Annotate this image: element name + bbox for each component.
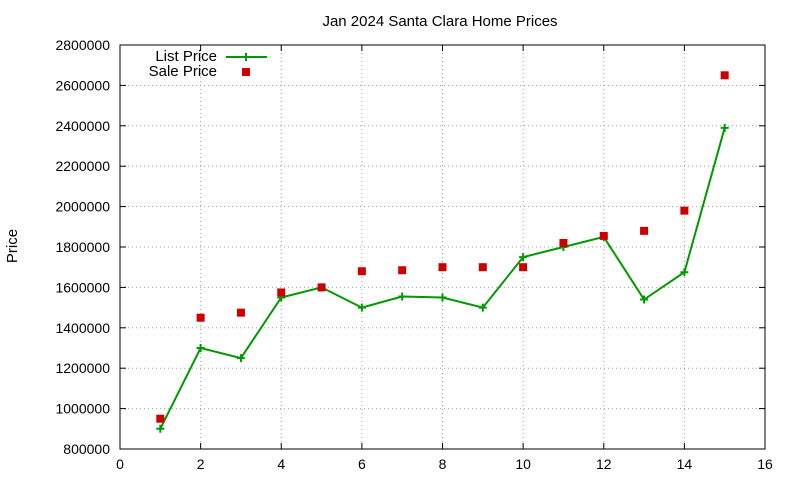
list-price-point — [357, 303, 366, 312]
sale-price-point — [640, 226, 649, 235]
x-tick-label: 0 — [116, 456, 124, 472]
list-price-point — [720, 123, 729, 132]
list-price-point-shape — [398, 292, 407, 301]
sale-price-point — [357, 267, 366, 276]
y-tick-label: 2200000 — [55, 158, 110, 174]
list-price-point — [398, 292, 407, 301]
list-price-point-shape — [357, 303, 366, 312]
list-price-point-shape — [720, 123, 729, 132]
grid-lines — [120, 45, 765, 449]
sale-price-point — [519, 263, 528, 272]
y-tick-label: 1400000 — [55, 320, 110, 336]
y-tick-label: 2800000 — [55, 37, 110, 53]
y-tick-label: 1200000 — [55, 360, 110, 376]
x-tick-label: 10 — [515, 456, 531, 472]
y-axis-label: Price — [4, 229, 21, 263]
list-price-point — [236, 354, 245, 363]
sale-price-point — [478, 263, 487, 272]
legend-label-list-price: List Price — [155, 48, 217, 65]
sale-price-point — [599, 231, 608, 240]
axis-ticks: 0 2 4 6 8 10 12 14 16 800000 1000000 1200000 1400000… — [55, 37, 773, 472]
list-price-point — [640, 295, 649, 304]
plot-frame — [119, 44, 766, 450]
list-price-point — [519, 253, 528, 262]
list-price-point-shape — [680, 268, 689, 277]
sale-price-point — [277, 288, 286, 297]
y-tick-label: 2400000 — [55, 118, 110, 134]
list-price-point-shape — [640, 295, 649, 304]
x-tick-label: 4 — [277, 456, 285, 472]
sale-price-point — [236, 308, 245, 317]
x-tick-label: 8 — [439, 456, 447, 472]
sale-price-point — [438, 263, 447, 272]
sale-price-point — [559, 238, 568, 247]
list-price-point-shape — [196, 344, 205, 352]
y-tick-label: 1800000 — [55, 239, 110, 255]
x-tick-label: 14 — [677, 456, 693, 472]
list-price-point — [196, 344, 205, 352]
list-price-point-shape — [438, 293, 447, 302]
list-price-point — [478, 303, 487, 312]
chart-title: Jan 2024 Santa Clara Home Prices — [322, 13, 557, 30]
list-price-line — [159, 127, 726, 430]
x-tick-label: 6 — [358, 456, 366, 472]
sale-price-point — [720, 71, 729, 80]
sale-price-point — [680, 206, 689, 215]
y-tick-label: 1600000 — [55, 279, 110, 295]
series-layer — [156, 71, 729, 433]
sale-price-point — [398, 266, 407, 275]
y-tick-label: 1000000 — [55, 401, 110, 417]
x-tick-label: 2 — [197, 456, 205, 472]
y-tick-label: 2000000 — [55, 199, 110, 215]
y-tick-label: 2600000 — [55, 77, 110, 93]
y-tick-label: 800000 — [63, 441, 110, 457]
legend-label-sale-price: Sale Price — [149, 63, 217, 80]
list-price-point-shape — [236, 354, 245, 363]
sale-price-point — [156, 414, 165, 423]
list-price-point-shape — [478, 303, 487, 312]
list-price-point-shape — [519, 253, 528, 262]
x-tick-label: 16 — [757, 456, 773, 472]
legend-swatch-list-price-marker — [242, 53, 250, 61]
list-price-point — [156, 424, 165, 433]
list-price-point-shape — [156, 424, 165, 433]
legend-swatch-sale-price — [242, 68, 250, 76]
sale-price-point — [196, 313, 205, 322]
list-price-point — [680, 268, 689, 277]
x-tick-label: 12 — [596, 456, 612, 472]
sale-price-point — [317, 283, 326, 292]
list-price-point — [438, 293, 447, 302]
legend-swatch-list-price-marker-shape — [242, 53, 250, 61]
